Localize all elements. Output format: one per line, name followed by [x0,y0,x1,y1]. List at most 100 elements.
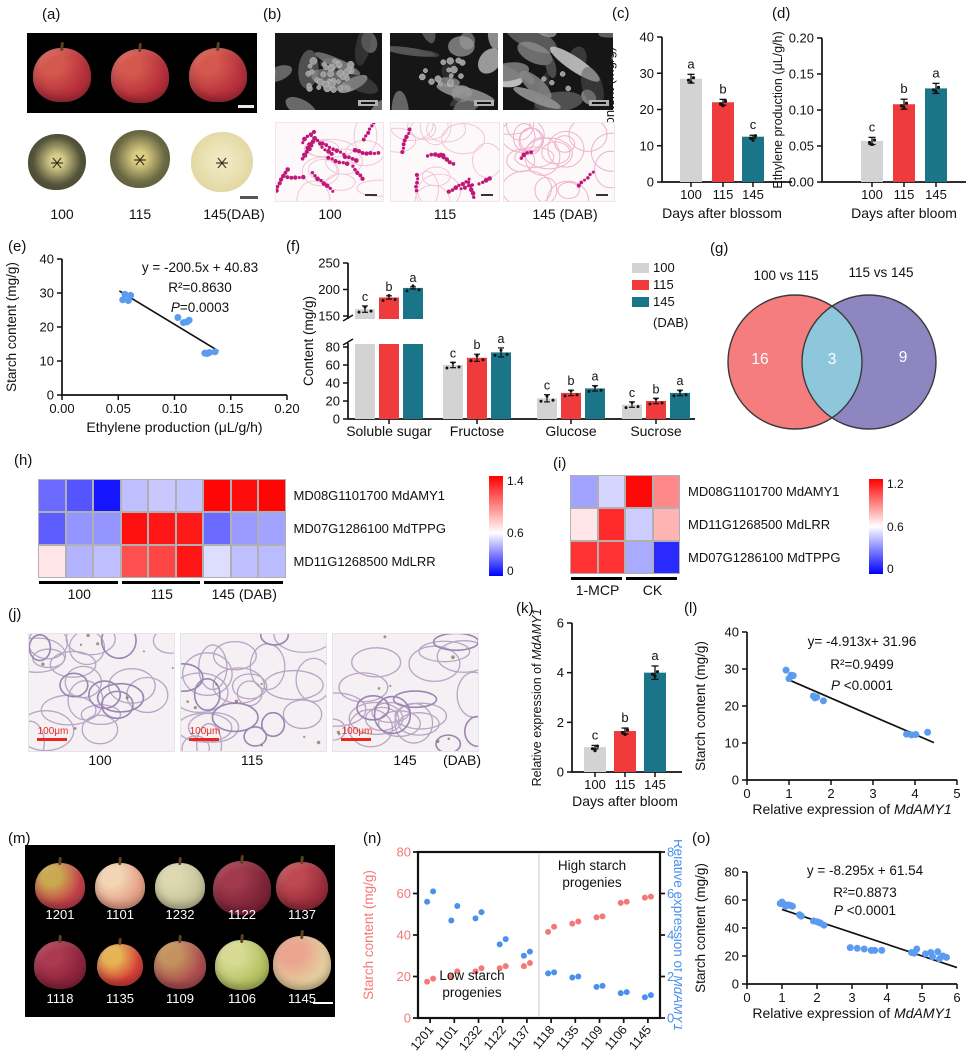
replicate-dot [718,102,723,106]
x-tick-label: 100 [861,187,883,202]
y-tick-label: 0 [732,977,739,992]
bar [537,398,557,419]
cell-outline [356,694,390,721]
data-point [211,348,219,356]
progeny-id-label: 1145 [288,991,316,1006]
cell-outline [441,123,486,155]
starch-stain-dot [588,172,592,177]
apple-photo-strip [27,33,257,113]
bar [443,365,463,419]
y-tick-label: 40 [40,252,54,267]
colorbar-gradient [869,479,883,574]
starch-stain-dot [320,145,324,149]
heatmap-cell [230,545,258,578]
starch-stain-dot [414,184,418,189]
starch-point [454,968,461,975]
venn-outline [727,294,863,430]
y-tick-label: 6 [557,616,564,631]
colorbar-tick: 0.6 [507,526,524,540]
y-tick-label: 0 [647,175,654,190]
heatmap-row-label: MD07G1286100 MdTPPG [688,549,841,565]
sig-letter: b [386,280,393,294]
replicate-dot [569,389,573,393]
venn-count: 16 [751,351,768,368]
starch-granule [440,59,447,66]
replicate-dot [721,104,725,108]
y-tick-label: 250 [318,256,340,271]
starch-granule [316,85,322,90]
heatmap-group-underline [204,581,283,584]
starch-stain-dot [433,152,438,157]
heatmap-group-underline [121,581,200,584]
replicate-dot [723,99,728,103]
starch-stain-dot [414,172,419,178]
heatmap-cell [65,512,93,545]
heatmap-cell [258,512,286,545]
x-tick-label: 2 [827,786,834,801]
cell-outline [594,150,614,189]
sig-letter: a [410,271,417,285]
y-tick-label: 20 [640,102,654,117]
cell-outline [514,146,555,168]
data-point [929,953,936,961]
venn-overlap [802,295,862,429]
x-axis-label: Days after bloom [851,205,957,221]
starch-stain-dot [446,189,452,194]
bar [585,388,605,419]
heatmap-cell [258,545,286,578]
annotation: R²=0.8873 [833,885,896,900]
cell-outline [398,712,440,736]
chart-progeny-starch-vs-mdamy1-scatter: 0 20 40 60 80 0 1 2 3 4 5 6 y = -8.295x + 61.54 R²=0.… [693,863,961,1021]
data-point [853,944,861,952]
right-tick-label: 8 [667,845,674,860]
tissue-flake [580,66,604,107]
x-tick-label: 0.15 [218,401,243,416]
sig-letter: b [653,382,660,396]
starch-stain-dot [368,151,373,156]
x-category-label: Glucose [545,423,597,439]
replicate-dot [902,106,906,110]
data-point [789,672,797,680]
x-category-label: Sucrose [630,423,682,439]
stage-label: 100 [88,752,112,768]
data-point [819,697,827,705]
sig-letter: a [498,332,505,346]
starch-granule [447,79,454,86]
progeny-apple-photo [213,855,271,915]
replicate-dot [689,80,693,84]
starch-stain-dot [319,178,323,183]
cell-outline [307,159,338,181]
left-tick-label: 80 [397,845,411,860]
right-tick-label: 6 [667,886,674,901]
replicate-dot [625,728,630,732]
annotation: High starch [558,858,626,873]
starch-granule [541,76,547,82]
starch-granule [343,68,351,76]
expression-point [551,969,558,976]
cell-outline [512,123,536,152]
y-tick-label: 0 [333,412,340,427]
starch-core-star [216,157,228,169]
bar [670,392,690,419]
bar [644,672,666,772]
bar [712,102,734,182]
sem-micrograph [390,33,498,110]
starch-stain-dot [415,180,419,185]
data-point [782,666,790,674]
tissue-flake [362,99,382,110]
panel-label-h: (h) [14,452,33,469]
x-tick-label: 100 [680,187,702,202]
cell-outline [212,641,257,671]
annotation: y = -200.5x + 40.83 [142,260,258,275]
debris-dot [73,726,77,730]
starch-stain-dot [309,134,313,138]
annotation: R²=0.8630 [168,280,231,295]
x-axis-label: Days after blossom [662,205,782,221]
venn-count: 3 [828,351,837,368]
starch-stain-dot [338,150,343,154]
data-point [789,902,796,910]
axis-break [342,338,354,346]
debris-dot [142,650,145,653]
progeny-apple-photos: 1201 1101 1232 1122 1137 1118 1135 1109 1106 1145 [25,845,335,1017]
starch-stain-dot [331,147,335,151]
